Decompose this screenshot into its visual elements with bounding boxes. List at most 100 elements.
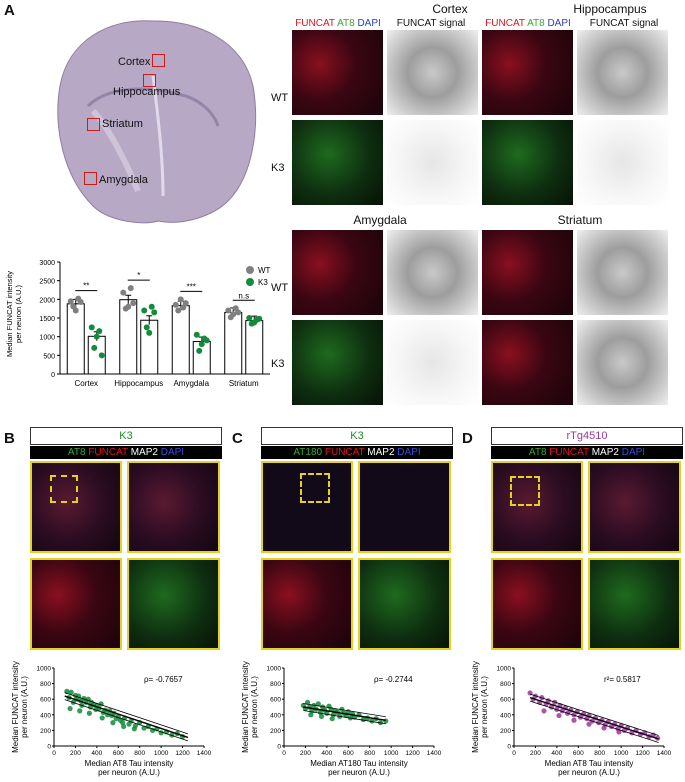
- region-title-amygdala: Amygdala: [353, 213, 407, 227]
- y-axis-label-line2: per neuron (A.U.): [250, 676, 259, 738]
- ci-lower-line: [529, 700, 659, 743]
- y-tick-label: 0: [51, 372, 55, 379]
- signal-header-cortex: FUNCAT signal: [396, 18, 466, 29]
- data-point: [131, 726, 137, 732]
- data-point: [88, 324, 95, 331]
- funcat-label: FUNCAT: [295, 18, 335, 29]
- x-axis-label: Median AT8 Tau intensity per neuron (A.U.…: [85, 759, 174, 777]
- bar: [119, 299, 138, 375]
- data-point: [601, 725, 607, 731]
- x-tick-label: 1000: [154, 750, 169, 757]
- data-point: [616, 729, 622, 735]
- ci-upper-line: [303, 703, 386, 718]
- data-point: [119, 720, 126, 726]
- y-axis-label: Median FUNCAT intensityper neuron (A.U.): [241, 661, 259, 753]
- data-point: [143, 324, 150, 331]
- x-tick-label: 1400: [657, 750, 672, 757]
- y-axis-label: Median FUNCAT intensityper neuron (A.U.): [471, 661, 489, 753]
- x-axis-label: Median AT180 Tau intensity per neuron (A.…: [310, 759, 408, 777]
- signal-header-hippocampus: FUNCAT signal: [589, 18, 659, 29]
- data-point: [177, 296, 184, 303]
- y-axis-label-line1: Median FUNCAT intensity: [5, 271, 14, 357]
- scatter-plot-c: 0 200 400 600 800 1000 0 200 400 600 800 1000 1200 14…: [241, 661, 442, 777]
- micrograph-cortex-wt-merge: [292, 30, 383, 115]
- micrograph-striatum-wt-merge: [482, 230, 573, 315]
- y-tick-label: 500: [43, 353, 55, 360]
- panel-d-title: rTg4510: [491, 427, 683, 445]
- data-point: [146, 329, 153, 336]
- x-tick-label: 1000: [384, 750, 399, 757]
- x-tick-label: 1000: [614, 750, 629, 757]
- y-tick-label: 3000: [39, 260, 55, 267]
- y-tick-label: 1000: [39, 335, 55, 342]
- data-point: [127, 285, 134, 292]
- scatter-plot-b: 0 200 400 600 800 1000 0 200 400 600 800 1000 1200 14…: [11, 661, 212, 777]
- data-point: [315, 701, 321, 707]
- dapi-label: DAPI: [357, 18, 381, 29]
- panel-c-funcat-channel: [261, 558, 353, 650]
- panel-c-at180-channel: [358, 558, 451, 650]
- panel-c-channel-bar: AT180 FUNCAT MAP2 DAPI: [261, 446, 453, 459]
- at8-label: AT8: [337, 18, 355, 29]
- data-point: [193, 331, 200, 338]
- brain-label-hippocampus: Hippocampus: [113, 86, 181, 98]
- channel-dapi-label: DAPI: [160, 447, 185, 458]
- panel-c-zoom-merge: [358, 461, 451, 553]
- y-tick-label: 200: [500, 728, 511, 735]
- y-axis-label-line1: Median FUNCAT intensity: [241, 661, 250, 753]
- y-axis-label-line1: Median FUNCAT intensity: [471, 661, 480, 753]
- dapi-label: DAPI: [547, 18, 571, 29]
- data-point: [369, 718, 375, 724]
- y-tick-label: 1000: [497, 666, 512, 673]
- funcat-label: FUNCAT: [485, 18, 525, 29]
- correlation-annotation: ρ= -0.7657: [144, 675, 183, 684]
- data-point: [571, 717, 577, 723]
- row-label-wt: WT: [271, 92, 289, 104]
- x-tick-label: 0: [512, 750, 516, 757]
- micrograph-amygdala-wt-merge: [292, 230, 383, 315]
- panel-d-zoom-merge: [588, 461, 681, 553]
- roi-box-amygdala: [84, 172, 97, 185]
- brain-label-striatum: Striatum: [102, 118, 143, 130]
- panel-letter-a: A: [4, 2, 15, 19]
- brain-section-image: [57, 20, 257, 224]
- channel-at8-label: AT8: [67, 447, 86, 458]
- y-tick-label: 1000: [37, 666, 52, 673]
- x-tick-label: 1400: [427, 750, 442, 757]
- data-point: [125, 303, 132, 310]
- channel-funcat-label: FUNCAT: [88, 447, 128, 458]
- bar: [224, 311, 243, 375]
- panel-d-at8-frame: [588, 558, 681, 650]
- panel-d-overview-frame: [491, 461, 583, 553]
- x-tick-label: 200: [530, 750, 541, 757]
- x-tick-label: 1400: [197, 750, 212, 757]
- panel-b-title: K3: [30, 427, 222, 445]
- correlation-annotation: ρ= -0.2744: [374, 675, 413, 684]
- data-point: [130, 300, 137, 307]
- panel-c-overview-image: [261, 461, 353, 553]
- micrograph-striatum-k3-merge: [482, 320, 573, 405]
- channel-map2-label: MAP2: [367, 447, 395, 458]
- bar: [245, 320, 264, 375]
- legend-label: K3: [258, 278, 268, 287]
- channel-header-hippocampus: FUNCAT AT8 DAPI: [480, 18, 576, 29]
- panel-b-at8-frame: [127, 558, 220, 650]
- channel-dapi-label: DAPI: [397, 447, 421, 458]
- panel-b-channel-bar: AT8 FUNCAT MAP2 DAPI: [30, 446, 222, 459]
- data-point: [180, 304, 187, 311]
- region-title-hippocampus: Hippocampus: [573, 2, 647, 16]
- y-tick-label: 200: [40, 728, 51, 735]
- row-label-k3-lower: K3: [271, 358, 285, 370]
- legend-marker: [246, 278, 254, 286]
- data-point: [67, 705, 73, 712]
- fit-line: [64, 695, 189, 739]
- x-tick-label: 800: [364, 750, 375, 757]
- x-axis-label-line2: per neuron (A.U.): [328, 768, 390, 777]
- micrograph-hippocampus-wt-merge: [482, 30, 573, 115]
- y-tick-label: 400: [40, 712, 51, 719]
- data-point: [120, 289, 127, 296]
- data-point: [203, 337, 210, 344]
- data-point: [175, 307, 182, 314]
- panel-c-title: K3: [261, 427, 453, 445]
- legend-marker: [246, 266, 254, 274]
